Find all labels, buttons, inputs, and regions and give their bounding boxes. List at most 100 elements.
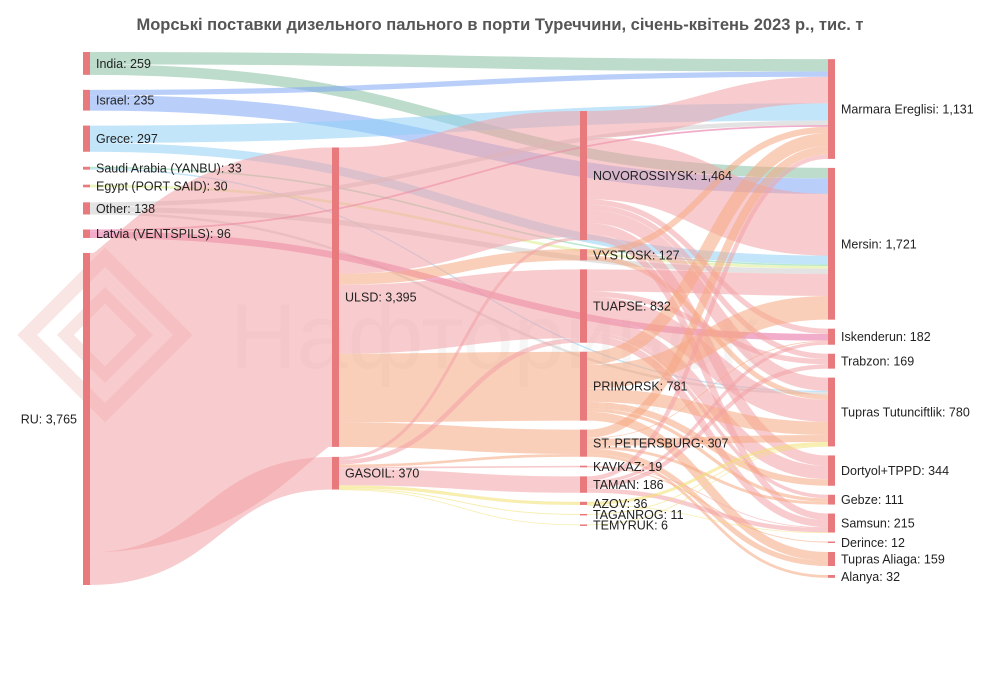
node-taganrog[interactable] [580,513,587,516]
node-label-primorsk: PRIMORSK: 781 [593,380,688,394]
link-gasoil-tuapse [338,338,581,465]
node-derince[interactable] [828,541,835,544]
node-dortyol[interactable] [828,455,835,486]
sankey-links [83,52,829,585]
link-novo-iskenderun [586,199,829,334]
node-trabzon[interactable] [828,353,835,369]
node-mersin[interactable] [828,167,835,320]
link-taman-trabzon [586,364,829,489]
link-gasoil-novo [338,237,581,460]
node-ulsd[interactable] [332,147,339,447]
link-primorsk-marmara [586,132,829,365]
node-label-ulsd: ULSD: 3,395 [345,291,417,305]
link-israel-marmara [89,71,829,96]
node-india[interactable] [83,52,90,75]
link-ru-gasoil [89,456,333,585]
node-label-saudi: Saudi Arabia (YANBU): 33 [96,162,242,176]
sankey-nodes [83,52,835,585]
node-label-egypt: Egypt (PORT SAID): 30 [96,179,228,193]
node-label-stpete: ST. PETERSBURG: 307 [593,437,729,451]
node-gebze[interactable] [828,494,835,505]
node-grece[interactable] [83,125,90,152]
node-kavkaz[interactable] [580,465,587,468]
link-stpete-gebze [586,445,829,505]
link-ulsd-tuapse [338,269,581,354]
node-label-grece: Grece: 297 [96,132,158,146]
link-kavkaz-samsun [586,465,829,529]
node-label-taman: TAMAN: 186 [593,478,664,492]
link-ulsd-novo [338,111,581,274]
link-taganrog-tupras_t [586,445,829,515]
node-label-tupras_t: Tupras Tutunciftlik: 780 [841,406,970,420]
link-tuapse-tupras_t [586,296,829,422]
node-israel[interactable] [83,89,90,111]
node-label-iskenderun: Iskenderun: 182 [841,330,931,344]
node-label-kavkaz: KAVKAZ: 19 [593,460,662,474]
link-primorsk-mersin [586,295,829,389]
link-novo-samsun [586,233,829,521]
node-other[interactable] [83,202,90,215]
link-ulsd-primorsk [338,351,581,423]
link-primorsk-gebze [586,408,829,502]
node-taman[interactable] [580,476,587,493]
node-label-mersin: Mersin: 1,721 [841,237,917,251]
node-gasoil[interactable] [332,456,339,490]
node-temyruk[interactable] [580,524,587,526]
link-azov-samsun [586,504,829,534]
node-saudi[interactable] [83,166,90,170]
chart-title: Морські поставки дизельного пального в п… [136,16,864,34]
node-label-other: Other: 138 [96,202,155,216]
link-taman-iskenderun [586,341,829,485]
link-stpete-iskenderun [586,340,829,439]
link-gasoil-temyruk [338,489,581,526]
node-label-marmara: Marmara Ereglisi: 1,131 [841,103,974,117]
node-label-latvia: Latvia (VENTSPILS): 96 [96,227,231,241]
node-alanya[interactable] [828,575,835,578]
node-iskenderun[interactable] [828,328,835,345]
node-label-novo: NOVOROSSIYSK: 1,464 [593,169,732,183]
node-label-tupras_a: Tupras Aliaga: 159 [841,553,945,567]
node-label-derince: Derince: 12 [841,536,905,550]
link-stpete-marmara [586,146,829,438]
link-gasoil-taman [338,468,581,493]
link-vysotsk-marmara [586,126,829,256]
node-latvia[interactable] [83,229,90,238]
node-label-azov: AZOV: 36 [593,497,647,511]
node-label-india: India: 259 [96,57,151,71]
link-gasoil-kavkaz [338,465,581,469]
node-label-temyruk: TEMYRUK: 6 [593,519,668,533]
node-egypt[interactable] [83,184,90,188]
node-label-samsun: Samsun: 215 [841,517,915,531]
link-novo-marmara [586,76,829,138]
link-taman-marmara [586,154,829,481]
node-novo[interactable] [580,111,587,241]
sankey-labels: India: 259 Israel: 235 Grece: 297 Saudi Ara… [21,57,974,584]
node-label-gasoil: GASOIL: 370 [345,467,419,481]
node-label-alanya: Alanya: 32 [841,570,900,584]
node-label-dortyol: Dortyol+TPPD: 344 [841,464,949,478]
node-tuapse[interactable] [580,269,587,343]
node-stpete[interactable] [580,429,587,457]
link-india-marmara [89,52,829,72]
link-gasoil-taganrog [338,488,581,515]
node-azov[interactable] [580,501,587,505]
node-label-taganrog: TAGANROG: 11 [593,508,684,522]
link-stpete-tupras_t [586,434,829,446]
link-gasoil-azov [338,485,581,505]
node-ru[interactable] [83,252,90,585]
node-tupras_a[interactable] [828,552,835,567]
node-tupras_t[interactable] [828,377,835,447]
node-vysotsk[interactable] [580,249,587,261]
link-tuapse-dortyol [586,318,829,480]
link-tuapse-trabzon [586,291,829,365]
node-label-ru: RU: 3,765 [21,412,77,426]
node-label-israel: Israel: 235 [96,94,154,108]
link-azov-tupras_t [586,442,829,505]
link-ulsd-stpete [338,422,581,455]
link-stpete-tupras_a [586,448,829,567]
node-label-tuapse: TUAPSE: 832 [593,300,671,314]
node-marmara[interactable] [828,59,835,159]
node-samsun[interactable] [828,513,835,533]
node-primorsk[interactable] [580,351,587,421]
